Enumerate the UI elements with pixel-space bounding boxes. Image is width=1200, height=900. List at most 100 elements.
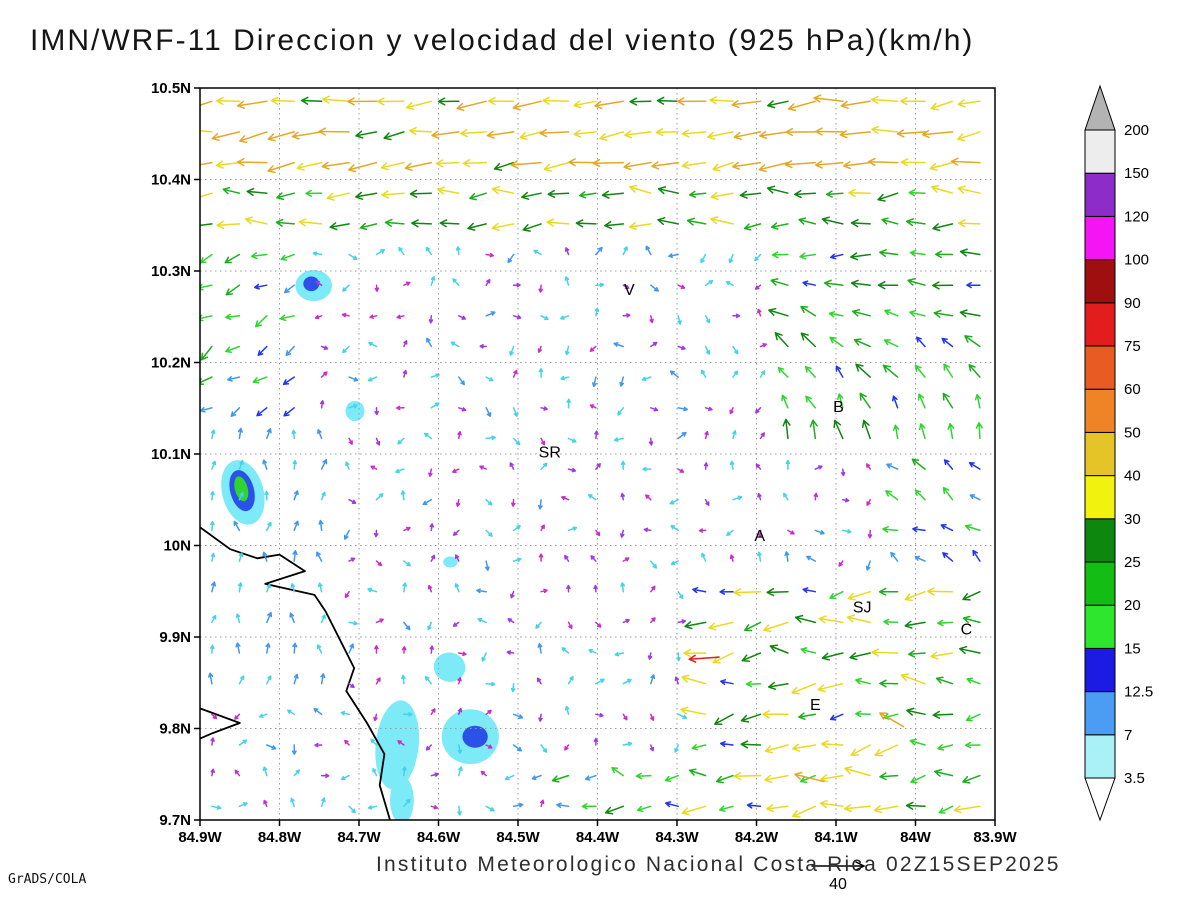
wind-arrow xyxy=(798,217,817,225)
colorbar-segment xyxy=(1084,129,1116,174)
wind-arrow xyxy=(883,339,899,348)
wind-arrow xyxy=(930,100,954,111)
wind-arrow xyxy=(348,643,355,654)
wind-arrow xyxy=(479,344,487,349)
wind-arrow xyxy=(843,161,871,170)
wind-arrow xyxy=(649,744,655,752)
wind-arrow xyxy=(375,493,384,501)
wind-arrow xyxy=(452,529,460,536)
wind-arrow xyxy=(395,405,405,411)
wind-arrow xyxy=(594,307,600,317)
wind-arrow xyxy=(207,672,214,685)
wind-arrow xyxy=(861,419,871,440)
wind-arrow xyxy=(200,407,213,413)
wind-arrow xyxy=(943,459,954,470)
wind-arrow xyxy=(521,191,542,200)
wind-arrow xyxy=(402,582,408,593)
lat-tick-label: 10.4N xyxy=(151,172,191,189)
wind-arrow xyxy=(620,492,625,501)
wind-arrow xyxy=(846,614,871,624)
colorbar-segment xyxy=(1084,561,1116,606)
wind-arrow xyxy=(635,772,652,780)
wind-arrow xyxy=(871,125,899,135)
wind-arrow xyxy=(200,376,213,385)
wind-arrow xyxy=(968,462,981,470)
wind-arrow xyxy=(507,618,515,624)
wind-arrow xyxy=(403,621,411,631)
wind-arrow xyxy=(367,587,378,593)
wind-arrow xyxy=(964,335,981,348)
wind-arrow xyxy=(785,459,791,470)
wind-arrow xyxy=(291,429,297,440)
lat-tick-label: 9.9N xyxy=(159,629,191,646)
wind-arrow xyxy=(264,490,269,501)
wind-arrow xyxy=(712,652,734,664)
wind-arrow xyxy=(547,189,570,199)
wind-arrow xyxy=(411,219,433,228)
wind-arrow xyxy=(237,582,243,593)
wind-arrow xyxy=(236,158,268,167)
wind-arrow xyxy=(870,95,899,104)
wind-arrow xyxy=(882,526,899,533)
wind-arrow xyxy=(200,192,213,198)
wind-arrow xyxy=(937,619,954,627)
wind-arrow xyxy=(700,253,707,264)
wind-arrow xyxy=(437,186,460,195)
wind-arrow xyxy=(974,393,982,409)
wind-arrow xyxy=(437,97,460,106)
wind-arrow xyxy=(456,100,487,112)
colorbar-label: 30 xyxy=(1124,511,1141,528)
wind-arrow xyxy=(236,100,268,109)
wind-arrow xyxy=(703,462,709,470)
wind-arrow xyxy=(374,284,380,292)
wind-arrow xyxy=(879,249,899,258)
wind-arrow xyxy=(293,769,301,777)
wind-arrow xyxy=(700,369,707,378)
wind-arrow xyxy=(698,528,707,533)
station-label: E xyxy=(810,697,821,714)
wind-arrow xyxy=(867,157,899,167)
wind-arrow xyxy=(428,468,433,477)
wind-arrow xyxy=(291,131,323,140)
wind-arrow xyxy=(246,187,268,197)
station-label: V xyxy=(624,282,635,299)
wind-arrow xyxy=(452,621,460,627)
wind-arrow xyxy=(670,524,679,532)
wind-arrow xyxy=(401,646,407,654)
lat-tick-label: 10.5N xyxy=(151,80,191,97)
wind-arrow xyxy=(567,676,574,685)
wind-arrow xyxy=(546,218,570,227)
wind-arrow xyxy=(290,797,295,808)
wind-arrow xyxy=(225,313,241,321)
wind-arrow xyxy=(314,314,323,320)
wind-arrow xyxy=(613,342,625,348)
wind-arrow xyxy=(622,678,632,685)
wind-arrow xyxy=(344,739,350,746)
wind-arrow xyxy=(450,341,460,348)
wind-arrow xyxy=(290,583,296,593)
wind-arrow xyxy=(427,584,433,593)
wind-arrow xyxy=(629,184,652,194)
wind-arrow xyxy=(430,708,436,716)
wind-arrow xyxy=(238,460,244,470)
wind-arrow xyxy=(784,160,817,169)
wind-arrow xyxy=(584,774,597,781)
wind-arrow xyxy=(622,313,631,318)
wind-arrow xyxy=(348,161,378,173)
wind-arrow xyxy=(293,490,299,501)
wind-arrow xyxy=(457,430,462,440)
lat-tick-label: 9.7N xyxy=(159,812,191,829)
wind-arrow xyxy=(476,588,487,594)
wind-arrow xyxy=(768,307,789,317)
wind-arrow xyxy=(688,768,707,777)
wind-arrow xyxy=(966,677,981,685)
wind-arrow xyxy=(280,253,295,261)
wind-arrow xyxy=(729,554,735,562)
wind-arrow xyxy=(348,682,355,689)
wind-arrow xyxy=(677,619,686,624)
speed-patch xyxy=(375,700,420,790)
wind-arrow xyxy=(940,524,954,532)
lon-tick-label: 84.3W xyxy=(655,829,699,846)
wind-arrow xyxy=(651,161,679,170)
wind-arrow xyxy=(506,650,515,655)
